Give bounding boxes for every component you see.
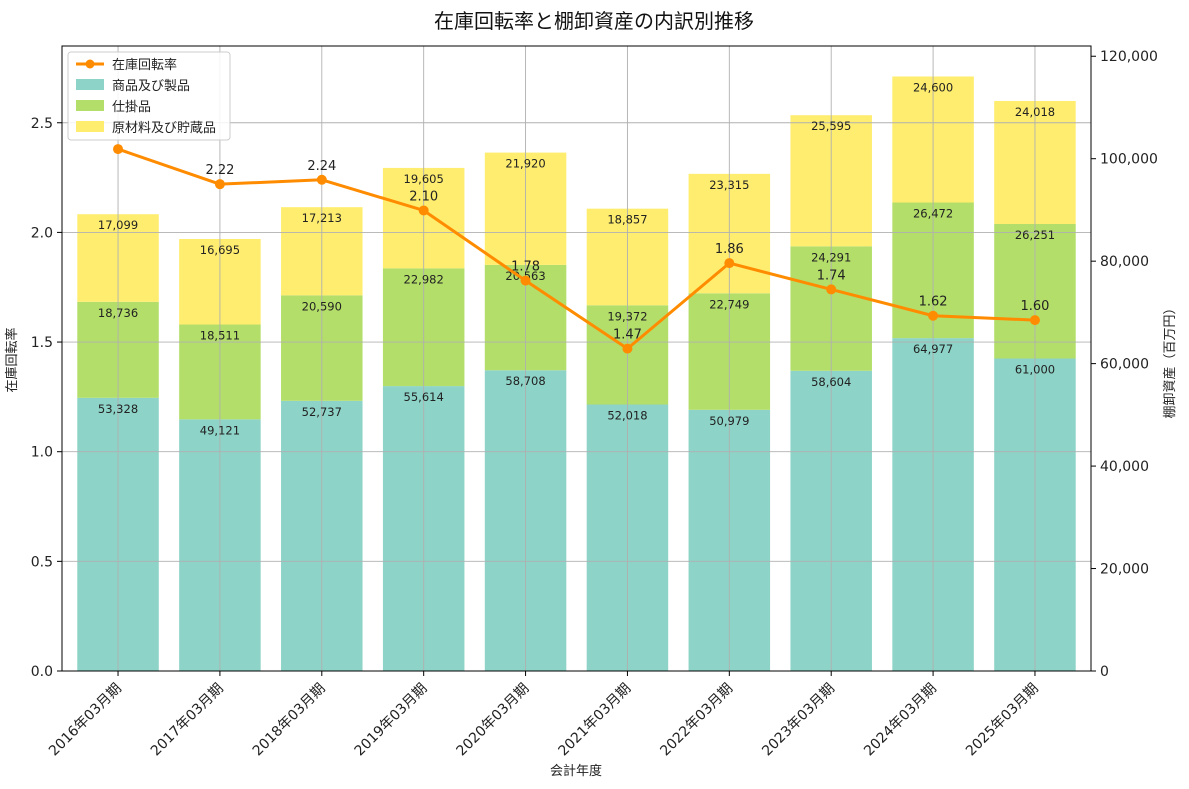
- x-tick-label: 2021年03月期: [555, 681, 634, 760]
- x-axis-label: 会計年度: [550, 763, 602, 779]
- bar-value-label: 26,472: [913, 207, 953, 221]
- bar-value-label: 19,372: [607, 309, 647, 323]
- legend-swatch: [76, 79, 104, 90]
- bar-value-label: 53,328: [98, 402, 138, 416]
- bar-value-label: 19,605: [404, 172, 444, 186]
- y-left-tick-label: 2.5: [31, 116, 53, 132]
- y-left-tick-label: 1.5: [31, 335, 53, 351]
- line-point-label: 2.22: [205, 163, 234, 178]
- x-tick-label: 2024年03月期: [861, 681, 940, 760]
- line-point: [214, 179, 225, 190]
- line-point-label: 2.10: [409, 189, 438, 204]
- bar-value-label: 55,614: [404, 390, 444, 404]
- bar-value-label: 64,977: [913, 342, 953, 356]
- legend-box: [67, 51, 231, 141]
- x-tick-label: 2025年03月期: [963, 681, 1042, 760]
- line-point-label: 1.74: [817, 268, 846, 283]
- bar-value-label: 58,708: [505, 374, 545, 388]
- legend-line-marker: [85, 59, 95, 69]
- line-point-label: 1.60: [1020, 299, 1049, 314]
- bar-value-label: 24,018: [1015, 105, 1055, 119]
- x-tick-label: 2023年03月期: [759, 681, 838, 760]
- line-point: [622, 343, 633, 354]
- line-point-label: 2.24: [307, 159, 336, 174]
- bar-value-label: 18,736: [98, 306, 138, 320]
- x-tick-label: 2016年03月期: [46, 681, 125, 760]
- line-point: [826, 284, 837, 295]
- line-point: [316, 174, 327, 185]
- y-left-tick-label: 2.0: [31, 225, 53, 241]
- chart-title: 在庫回転率と棚卸資産の内訳別推移: [434, 9, 754, 33]
- bar-value-label: 18,857: [607, 213, 647, 227]
- y-right-tick-label: 0: [1100, 664, 1109, 680]
- legend-label: 在庫回転率: [112, 57, 177, 73]
- line-series-path: [117, 147, 1036, 351]
- line-point: [928, 310, 939, 321]
- line-point-label: 1.78: [511, 260, 540, 275]
- plot-frame: [61, 45, 1092, 672]
- legend-label: 原材料及び貯蔵品: [112, 121, 216, 136]
- y-right-tick-label: 20,000: [1100, 562, 1149, 578]
- line-point-label: 1.47: [613, 328, 642, 343]
- legend-swatch: [76, 100, 104, 111]
- x-tick-label: 2022年03月期: [657, 681, 736, 760]
- bar-value-label: 16,695: [200, 243, 240, 257]
- bar-value-label: 49,121: [200, 423, 240, 437]
- y-right-tick-label: 60,000: [1100, 357, 1149, 373]
- plot-area: 53,328 49,121 52,737 55,614 58,708 52,018 50,9…: [31, 45, 1158, 760]
- y-right-tick-label: 120,000: [1100, 49, 1158, 65]
- bar-value-label: 23,315: [709, 178, 749, 192]
- bar-value-label: 17,213: [302, 211, 342, 225]
- x-tick-label: 2019年03月期: [352, 681, 431, 760]
- y-axis-label-left: 在庫回転率: [4, 327, 20, 392]
- y-right-tick-label: 40,000: [1100, 459, 1149, 475]
- line-point: [520, 275, 531, 286]
- y-left-tick-label: 0.5: [31, 554, 53, 570]
- line-point: [113, 144, 124, 155]
- bar-value-label: 58,604: [811, 375, 851, 389]
- y-right-tick-label: 100,000: [1100, 152, 1158, 168]
- bar-value-label: 52,018: [607, 409, 647, 423]
- bar-value-label: 50,979: [709, 414, 749, 428]
- line-point: [1029, 315, 1040, 326]
- bar-value-label: 17,099: [98, 218, 138, 232]
- line-point-label: 1.62: [919, 295, 948, 310]
- line-point-label: 1.86: [715, 242, 744, 257]
- x-tick-label: 2017年03月期: [148, 681, 227, 760]
- legend-label: 仕掛品: [112, 100, 151, 115]
- bar-value-label: 20,590: [302, 299, 342, 313]
- bar-value-label: 24,291: [811, 250, 851, 264]
- x-tick-label: 2020年03月期: [454, 681, 533, 760]
- bar-value-label: 18,511: [200, 329, 240, 343]
- line-point: [418, 205, 429, 216]
- bar-value-label: 22,982: [404, 272, 444, 286]
- bar-value-label: 22,749: [709, 297, 749, 311]
- line-point: [724, 258, 735, 269]
- y-right-tick-label: 80,000: [1100, 254, 1149, 270]
- bar-value-label: 21,920: [505, 157, 545, 171]
- y-left-tick-label: 0.0: [31, 664, 53, 680]
- legend-label: 商品及び製品: [112, 79, 190, 94]
- bar-value-label: 26,251: [1015, 228, 1055, 242]
- legend-swatch: [76, 121, 104, 132]
- bar-value-label: 52,737: [302, 405, 342, 419]
- bar-value-label: 25,595: [811, 119, 851, 133]
- x-tick-label: 2018年03月期: [250, 681, 329, 760]
- y-left-tick-label: 1.0: [31, 445, 53, 461]
- bar-value-label: 24,600: [913, 80, 953, 94]
- bar-value-label: 61,000: [1015, 363, 1055, 377]
- y-axis-label-right: 棚卸資産（百万円）: [1162, 301, 1178, 418]
